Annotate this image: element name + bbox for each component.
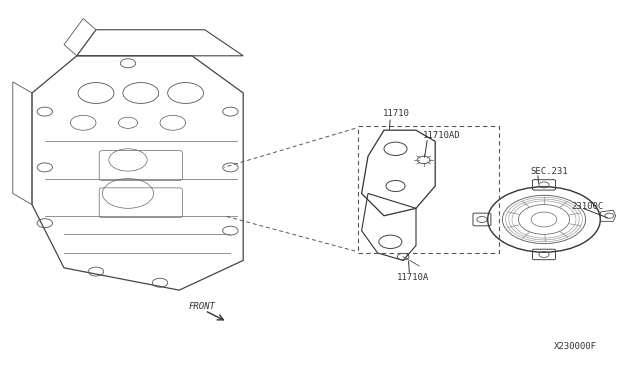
Text: FRONT: FRONT [189,302,216,311]
Text: SEC.231: SEC.231 [530,167,568,176]
Text: X230000F: X230000F [554,342,596,351]
Text: 11710AD: 11710AD [422,131,460,140]
Text: 11710: 11710 [383,109,410,118]
Text: 11710A: 11710A [397,273,429,282]
Text: 23100C: 23100C [572,202,604,211]
